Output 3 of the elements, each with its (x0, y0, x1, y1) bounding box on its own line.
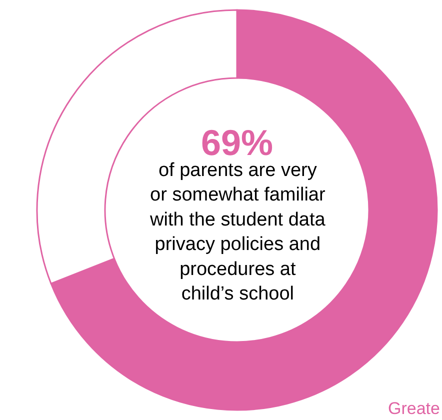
text: Greate (388, 399, 440, 418)
text: of parents are very or somewhat familiar with the student data privacy policies and procedures at child’s school (149, 160, 326, 304)
text: 69% (201, 122, 274, 163)
